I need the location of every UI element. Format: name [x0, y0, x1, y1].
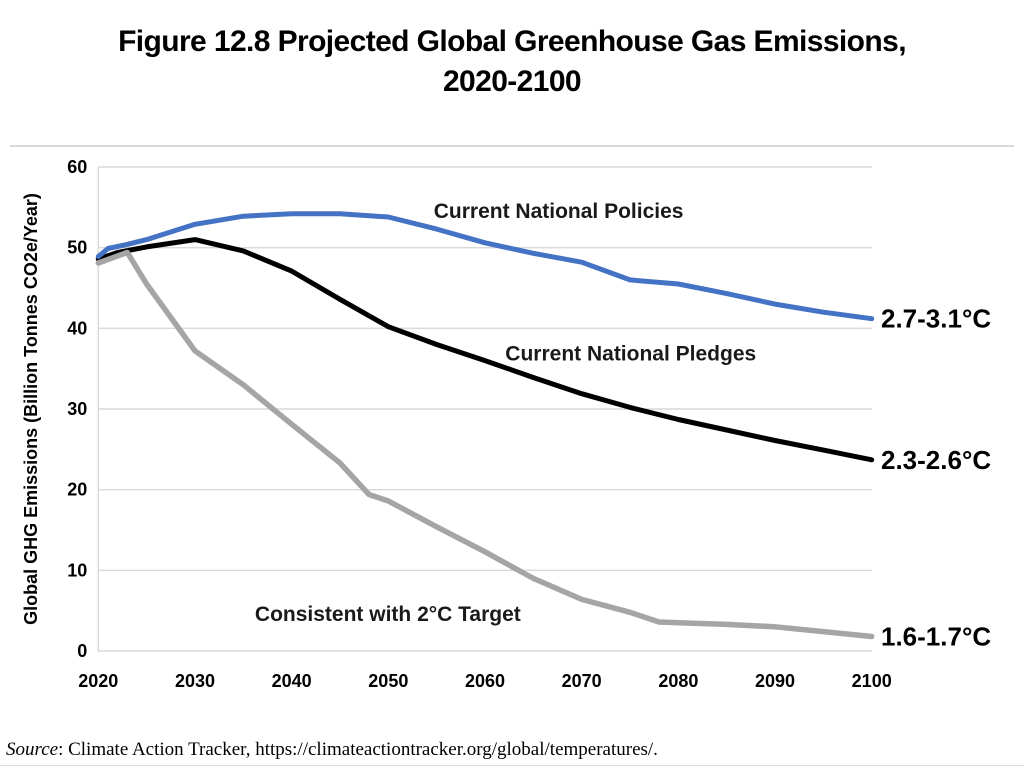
- x-tick-label-2100: 2100: [852, 671, 892, 691]
- series-line-current-national-pledges: [95, 237, 875, 463]
- y-tick-label-30: 30: [67, 399, 87, 419]
- y-tick-label-50: 50: [67, 238, 87, 258]
- x-tick-label-2040: 2040: [272, 671, 312, 691]
- temp-range-label-current-national-policies: 2.7-3.1°C: [881, 304, 991, 334]
- x-tick-label-2060: 2060: [465, 671, 505, 691]
- y-tick-label-10: 10: [67, 560, 87, 580]
- page-bottom-border: [0, 765, 1024, 766]
- y-axis-title: Global GHG Emissions (Billion Tonnes CO2…: [21, 193, 41, 625]
- series-label-current-national-pledges: Current National Pledges: [505, 343, 756, 366]
- y-tick-label-40: 40: [67, 318, 87, 338]
- x-tick-label-2020: 2020: [78, 671, 118, 691]
- source-label: Source: [6, 739, 59, 760]
- temp-range-label-consistent-with-2-c-target: 1.6-1.7°C: [881, 621, 991, 651]
- figure-title-line1: Figure 12.8 Projected Global Greenhouse …: [118, 25, 906, 58]
- x-tick-label-2050: 2050: [368, 671, 408, 691]
- title-divider: [10, 145, 1014, 147]
- series-line-current-national-policies: [95, 211, 875, 322]
- figure-title-line2: 2020-2100: [442, 65, 582, 98]
- x-tick-label-2070: 2070: [562, 671, 602, 691]
- x-tick-label-2080: 2080: [658, 671, 698, 691]
- temp-range-label-current-national-pledges: 2.3-2.6°C: [881, 445, 991, 475]
- series-label-consistent-with-2-c-target: Consistent with 2°C Target: [255, 603, 521, 626]
- figure-title: Figure 12.8 Projected Global Greenhouse …: [0, 22, 1024, 102]
- source-text: : Climate Action Tracker, https://climat…: [58, 739, 658, 760]
- y-tick-label-20: 20: [67, 480, 87, 500]
- x-tick-label-2090: 2090: [755, 671, 795, 691]
- series-label-current-national-policies: Current National Policies: [434, 200, 684, 223]
- series-line-consistent-with-2-c-target: [95, 249, 875, 640]
- y-tick-label-0: 0: [77, 641, 87, 661]
- source-note: Source: Climate Action Tracker, https://…: [6, 739, 658, 761]
- y-tick-label-60: 60: [67, 157, 87, 177]
- x-tick-label-2030: 2030: [175, 671, 215, 691]
